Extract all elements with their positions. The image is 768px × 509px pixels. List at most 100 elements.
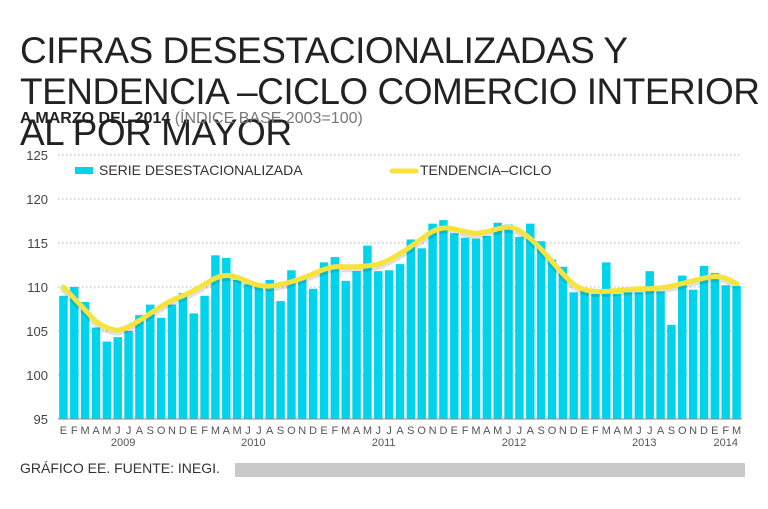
bar bbox=[178, 293, 188, 419]
x-month-label: F bbox=[462, 425, 469, 437]
bar bbox=[710, 272, 720, 419]
bar bbox=[634, 292, 644, 419]
x-month-label: E bbox=[190, 425, 197, 437]
x-month-label: F bbox=[331, 425, 338, 437]
x-month-label: J bbox=[517, 425, 523, 437]
x-month-label: S bbox=[147, 425, 154, 437]
bar bbox=[667, 324, 676, 419]
bar bbox=[504, 224, 513, 419]
subtitle-index-base: (ÍNDICE BASE 2003=100) bbox=[174, 110, 363, 127]
x-month-label: M bbox=[363, 425, 372, 437]
bar bbox=[645, 271, 654, 419]
x-year-label: 2009 bbox=[111, 437, 135, 449]
bar bbox=[526, 223, 535, 419]
chart-title: CIFRAS DESESTACIONALIZADAS Y TENDENCIA –… bbox=[20, 30, 760, 153]
bar bbox=[91, 327, 101, 419]
bar bbox=[363, 245, 372, 419]
x-month-label: M bbox=[732, 425, 741, 437]
x-month-label: N bbox=[168, 425, 176, 437]
bar bbox=[699, 265, 709, 419]
x-month-label: J bbox=[647, 425, 653, 437]
x-month-label: J bbox=[636, 425, 642, 437]
x-month-label: D bbox=[179, 425, 187, 437]
subtitle-period: A MARZO DEL 2014 bbox=[20, 110, 171, 127]
bar bbox=[287, 270, 296, 419]
x-month-label: N bbox=[559, 425, 567, 437]
x-month-label: O bbox=[157, 425, 166, 437]
x-year-label: 2014 bbox=[713, 437, 737, 449]
bar bbox=[70, 287, 79, 419]
bar bbox=[374, 271, 383, 419]
x-month-label: E bbox=[451, 425, 458, 437]
bar bbox=[591, 294, 600, 419]
legend-trend-label: TENDENCIA–CICLO bbox=[420, 162, 552, 178]
x-month-label: M bbox=[493, 425, 502, 437]
bar bbox=[450, 233, 459, 419]
y-tick-label: 115 bbox=[27, 236, 48, 251]
bar bbox=[395, 264, 405, 419]
bar bbox=[384, 270, 394, 419]
x-month-label: O bbox=[548, 425, 557, 437]
x-month-label: A bbox=[136, 425, 144, 437]
x-month-label: A bbox=[483, 425, 491, 437]
x-month-label: N bbox=[429, 425, 437, 437]
x-month-label: F bbox=[71, 425, 78, 437]
x-month-label: S bbox=[537, 425, 544, 437]
bar bbox=[732, 286, 741, 419]
x-year-label: 2010 bbox=[241, 437, 265, 449]
y-tick-label: 110 bbox=[27, 280, 48, 295]
x-month-label: A bbox=[527, 425, 535, 437]
x-month-label: O bbox=[417, 425, 426, 437]
x-month-label: J bbox=[506, 425, 512, 437]
bar bbox=[428, 223, 437, 419]
bar bbox=[80, 301, 90, 419]
x-month-label: A bbox=[613, 425, 621, 437]
bar bbox=[298, 278, 307, 419]
bar bbox=[482, 235, 492, 419]
x-month-label: S bbox=[407, 425, 414, 437]
bar bbox=[439, 220, 448, 419]
bar bbox=[569, 292, 578, 419]
bar bbox=[602, 262, 611, 419]
x-month-label: M bbox=[102, 425, 111, 437]
bar bbox=[330, 257, 340, 419]
legend-bars-swatch bbox=[75, 167, 93, 174]
bar bbox=[146, 304, 155, 419]
x-year-label: 2012 bbox=[502, 437, 526, 449]
x-month-label: N bbox=[298, 425, 306, 437]
x-month-label: J bbox=[376, 425, 382, 437]
bar bbox=[656, 291, 665, 419]
x-month-label: S bbox=[668, 425, 675, 437]
y-tick-label: 120 bbox=[26, 192, 48, 207]
x-month-label: E bbox=[60, 425, 67, 437]
bar bbox=[623, 292, 633, 419]
trend-line bbox=[60, 224, 740, 333]
bar bbox=[276, 301, 285, 419]
x-year-label: 2011 bbox=[372, 437, 396, 449]
source-note: GRÁFICO EE. FUENTE: INEGI. bbox=[20, 460, 220, 476]
chart-subtitle: A MARZO DEL 2014 (ÍNDICE BASE 2003=100) bbox=[20, 109, 363, 129]
x-month-label: J bbox=[256, 425, 262, 437]
x-month-label: M bbox=[341, 425, 350, 437]
x-month-label: N bbox=[689, 425, 697, 437]
y-tick-label: 100 bbox=[26, 368, 48, 383]
x-month-label: A bbox=[223, 425, 231, 437]
x-month-label: M bbox=[471, 425, 480, 437]
y-tick-label: 105 bbox=[26, 324, 48, 339]
footer-decor-bar bbox=[235, 463, 745, 477]
y-tick-label: 125 bbox=[26, 148, 48, 163]
bar bbox=[232, 279, 242, 419]
bar bbox=[688, 289, 698, 419]
bar bbox=[124, 331, 133, 419]
x-month-label: F bbox=[201, 425, 208, 437]
bar bbox=[678, 275, 687, 419]
x-month-label: D bbox=[439, 425, 447, 437]
bar bbox=[167, 304, 177, 419]
bar bbox=[189, 313, 198, 419]
x-month-label: M bbox=[623, 425, 632, 437]
bar bbox=[135, 315, 144, 419]
bar bbox=[254, 287, 264, 419]
bar bbox=[200, 295, 209, 419]
x-month-label: A bbox=[92, 425, 100, 437]
bar bbox=[721, 285, 730, 419]
